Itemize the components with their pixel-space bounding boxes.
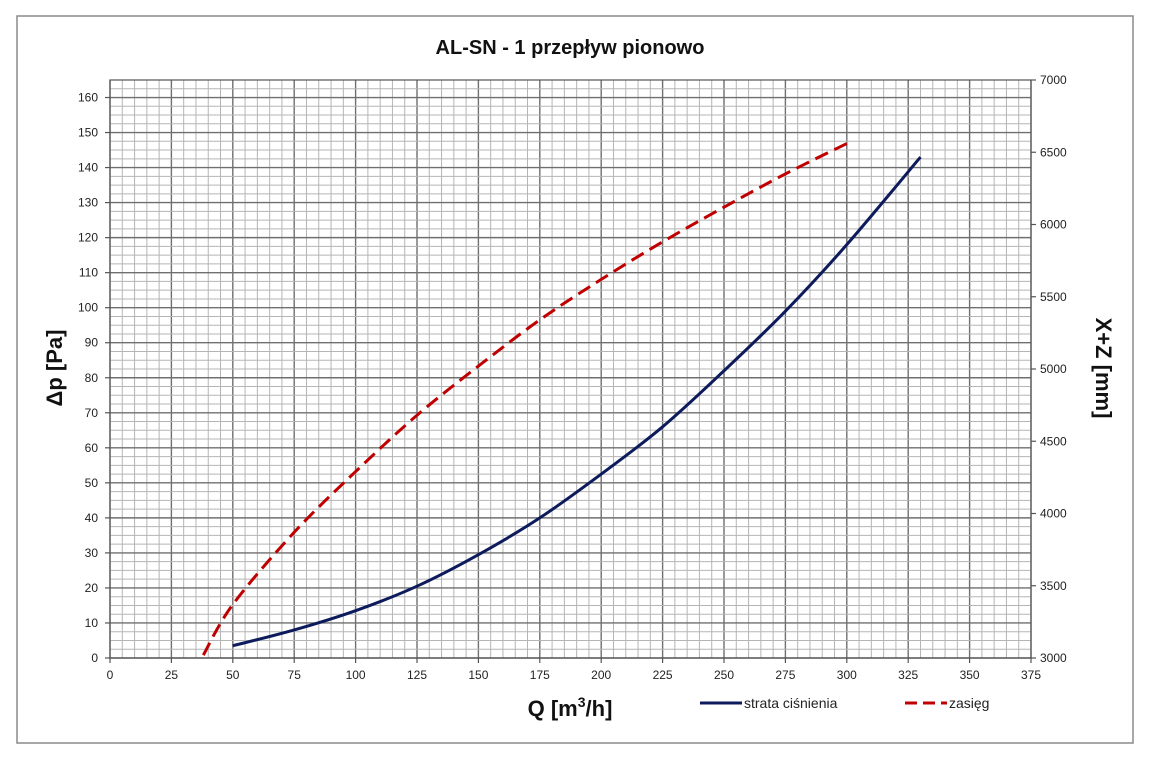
y-tick-label: 120 [78, 231, 98, 245]
chart-title: AL-SN - 1 przepływ pionowo [436, 37, 705, 59]
y-tick-label: 160 [78, 91, 98, 105]
y2-tick-label: 3000 [1040, 651, 1067, 665]
x-tick-label: 75 [288, 668, 302, 682]
y-tick-label: 90 [85, 336, 99, 350]
x-tick-label: 175 [530, 668, 550, 682]
x-tick-label: 375 [1021, 668, 1041, 682]
x-axis-label-sup: 3 [578, 694, 586, 710]
y2-tick-label: 7000 [1040, 73, 1067, 87]
y-tick-label: 70 [85, 406, 99, 420]
y-tick-label: 130 [78, 196, 98, 210]
y2-tick-labels: 3000 3500 4000 4500 5000 5500 6000 6500 7000 [1031, 73, 1067, 665]
x-tick-labels: 0 25 50 75 100 125 150 175 200 225 250 275 300 325 350… [107, 658, 1041, 682]
x-tick-label: 50 [226, 668, 240, 682]
chart-frame [16, 15, 1134, 744]
series-lines [202, 142, 922, 656]
legend: strata ciśnienia zasięg [700, 695, 989, 711]
y-tick-label: 30 [85, 546, 99, 560]
y2-axis-label: X+Z [mm] [1091, 318, 1116, 419]
x-tick-label: 125 [407, 668, 427, 682]
series-line-strata-cisnienia [232, 156, 922, 648]
series-line-zasieg [202, 142, 848, 656]
x-tick-label: 0 [107, 668, 114, 682]
y-tick-labels: 0 10 20 30 40 50 60 70 80 90 100 110 120 130 140 150 160 [78, 91, 110, 665]
x-axis-label-rest: /h] [586, 696, 613, 721]
y-tick-label: 140 [78, 161, 98, 175]
y2-tick-label: 6500 [1040, 145, 1067, 159]
x-tick-label: 200 [591, 668, 611, 682]
x-tick-label: 225 [653, 668, 673, 682]
y2-tick-label: 5000 [1040, 362, 1067, 376]
grid [109, 79, 1032, 659]
y2-tick-label: 6000 [1040, 218, 1067, 232]
y-tick-label: 60 [85, 441, 99, 455]
y2-tick-label: 4500 [1040, 434, 1067, 448]
legend-label: strata ciśnienia [744, 695, 838, 711]
x-tick-label: 350 [960, 668, 980, 682]
y-tick-label: 10 [85, 616, 99, 630]
y-tick-label: 40 [85, 511, 99, 525]
y-tick-label: 100 [78, 301, 98, 315]
x-tick-label: 275 [775, 668, 795, 682]
y-tick-label: 150 [78, 126, 98, 140]
y2-tick-label: 5500 [1040, 290, 1067, 304]
y-axis-label: Δp [Pa] [42, 330, 67, 407]
x-tick-label: 100 [346, 668, 366, 682]
y-tick-label: 80 [85, 371, 99, 385]
x-tick-label: 300 [837, 668, 857, 682]
legend-label: zasięg [949, 695, 989, 711]
x-axis-label-main: Q [m [528, 696, 578, 721]
y-tick-label: 20 [85, 581, 99, 595]
y-tick-label: 110 [79, 266, 98, 280]
x-tick-label: 150 [468, 668, 488, 682]
x-tick-label: 25 [165, 668, 179, 682]
x-tick-label: 250 [714, 668, 734, 682]
y2-tick-label: 3500 [1040, 579, 1067, 593]
y-tick-label: 50 [85, 476, 99, 490]
y-tick-label: 0 [91, 651, 98, 665]
x-axis-label: Q [m3/h] [528, 694, 613, 721]
y2-tick-label: 4000 [1040, 507, 1067, 521]
x-tick-label: 325 [898, 668, 918, 682]
